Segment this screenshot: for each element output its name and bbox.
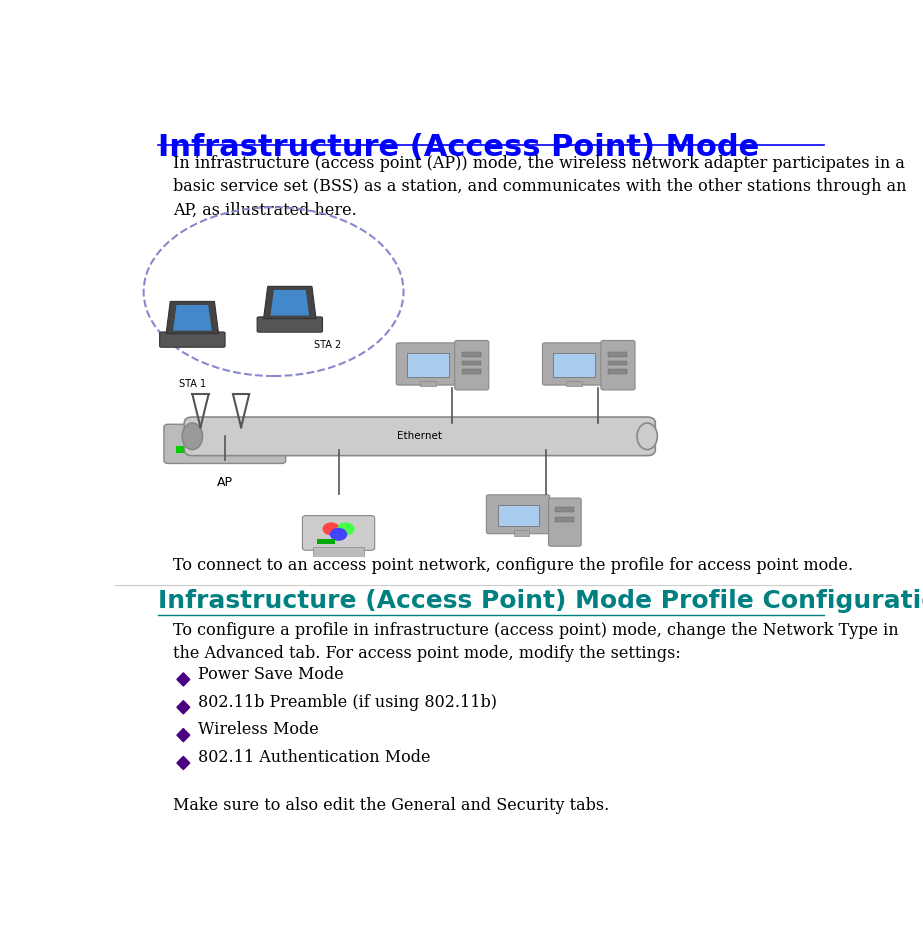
Bar [191, 446, 201, 453]
Bar [407, 353, 449, 378]
Text: 802.11 Authentication Mode: 802.11 Authentication Mode [198, 749, 430, 766]
Bar [608, 369, 628, 374]
Polygon shape [177, 701, 190, 714]
Bar [608, 352, 628, 357]
FancyBboxPatch shape [601, 341, 635, 390]
Bar [608, 361, 628, 366]
Bar [234, 446, 246, 453]
Bar [317, 539, 335, 544]
Polygon shape [166, 302, 219, 334]
FancyBboxPatch shape [160, 332, 225, 347]
Circle shape [337, 523, 354, 535]
FancyBboxPatch shape [486, 495, 550, 534]
Polygon shape [177, 673, 190, 686]
FancyBboxPatch shape [455, 341, 489, 390]
FancyBboxPatch shape [164, 425, 286, 464]
Text: Ethernet: Ethernet [397, 431, 442, 442]
Bar [205, 446, 216, 453]
Circle shape [330, 527, 347, 541]
Text: Infrastructure (Access Point) Mode Profile Configuration: Infrastructure (Access Point) Mode Profi… [159, 589, 923, 613]
Polygon shape [270, 290, 309, 315]
Circle shape [322, 523, 340, 535]
Bar [462, 369, 481, 374]
Bar [220, 446, 231, 453]
Bar [555, 506, 573, 512]
Ellipse shape [182, 423, 202, 449]
Text: Make sure to also edit the General and Security tabs.: Make sure to also edit the General and S… [173, 798, 609, 814]
Bar [555, 517, 573, 522]
Text: 802.11b Preamble (if using 802.11b): 802.11b Preamble (if using 802.11b) [198, 694, 497, 710]
Bar [497, 505, 538, 526]
Bar [553, 353, 595, 378]
Bar [567, 381, 581, 386]
Polygon shape [173, 305, 211, 330]
FancyBboxPatch shape [258, 317, 322, 332]
Bar [176, 446, 186, 453]
Text: Infrastructure (Access Point) Mode: Infrastructure (Access Point) Mode [159, 132, 760, 162]
FancyBboxPatch shape [303, 516, 375, 550]
Text: AP: AP [217, 476, 233, 488]
FancyBboxPatch shape [185, 417, 655, 456]
Bar [462, 361, 481, 366]
Polygon shape [264, 287, 316, 319]
Ellipse shape [637, 423, 657, 449]
Text: Wireless Mode: Wireless Mode [198, 722, 318, 739]
FancyBboxPatch shape [548, 498, 581, 546]
Text: STA 2: STA 2 [314, 340, 342, 350]
FancyBboxPatch shape [396, 343, 460, 386]
Bar [420, 381, 436, 386]
FancyBboxPatch shape [543, 343, 605, 386]
Text: To configure a profile in infrastructure (access point) mode, change the Network: To configure a profile in infrastructure… [173, 622, 898, 662]
Bar [462, 352, 481, 357]
Text: To connect to an access point network, configure the profile for access point mo: To connect to an access point network, c… [173, 557, 853, 574]
Text: Power Save Mode: Power Save Mode [198, 665, 343, 683]
Bar [313, 546, 365, 558]
Text: STA 1: STA 1 [179, 379, 206, 389]
Text: In infrastructure (access point (AP)) mode, the wireless network adapter partici: In infrastructure (access point (AP)) mo… [173, 154, 906, 219]
Bar [514, 530, 529, 536]
Polygon shape [177, 757, 190, 769]
Polygon shape [177, 728, 190, 742]
